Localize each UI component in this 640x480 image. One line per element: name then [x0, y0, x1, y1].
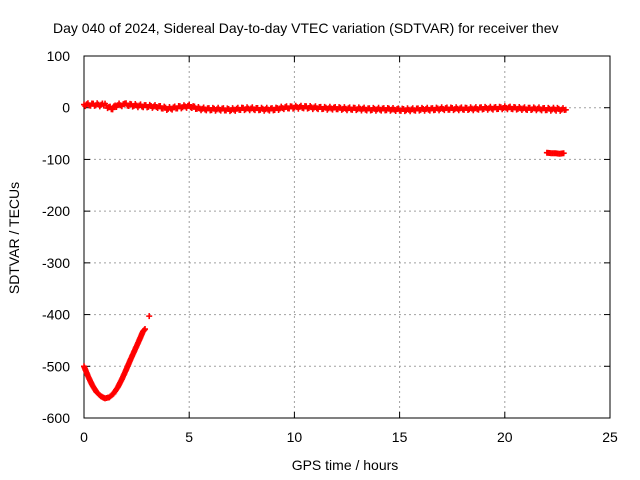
y-tick-label: -100 [42, 151, 70, 167]
chart-title: Day 040 of 2024, Sidereal Day-to-day VTE… [53, 20, 559, 36]
y-tick-label: -200 [42, 203, 70, 219]
y-tick-label: -300 [42, 255, 70, 271]
y-axis-title: SDTVAR / TECUs [6, 182, 22, 294]
y-tick-label: -600 [42, 410, 70, 426]
x-tick-label: 15 [392, 429, 408, 445]
x-tick-label: 5 [185, 429, 193, 445]
y-tick-label: -400 [42, 307, 70, 323]
data-point [560, 150, 567, 157]
x-tick-label: 10 [287, 429, 303, 445]
data-point [562, 106, 569, 113]
data-point [142, 326, 149, 333]
series-main-band [81, 100, 569, 115]
series-late-offset-segment [543, 149, 567, 157]
axis-ticks: 0 5 10 15 20 25 100 0 -100 -200 -300 -400 -500 -600 [42, 48, 618, 445]
grid-lines [84, 56, 610, 418]
series-early-dip [81, 326, 149, 402]
y-tick-label: 100 [47, 48, 71, 64]
plot-frame [83, 55, 611, 419]
data-point [146, 313, 153, 320]
y-tick-label: -500 [42, 358, 70, 374]
y-tick-label: 0 [62, 100, 70, 116]
series-isolated-point [146, 313, 153, 320]
data-points [81, 100, 569, 402]
x-tick-label: 20 [497, 429, 513, 445]
x-axis-title: GPS time / hours [292, 457, 399, 473]
x-tick-label: 0 [80, 429, 88, 445]
x-tick-label: 25 [602, 429, 618, 445]
